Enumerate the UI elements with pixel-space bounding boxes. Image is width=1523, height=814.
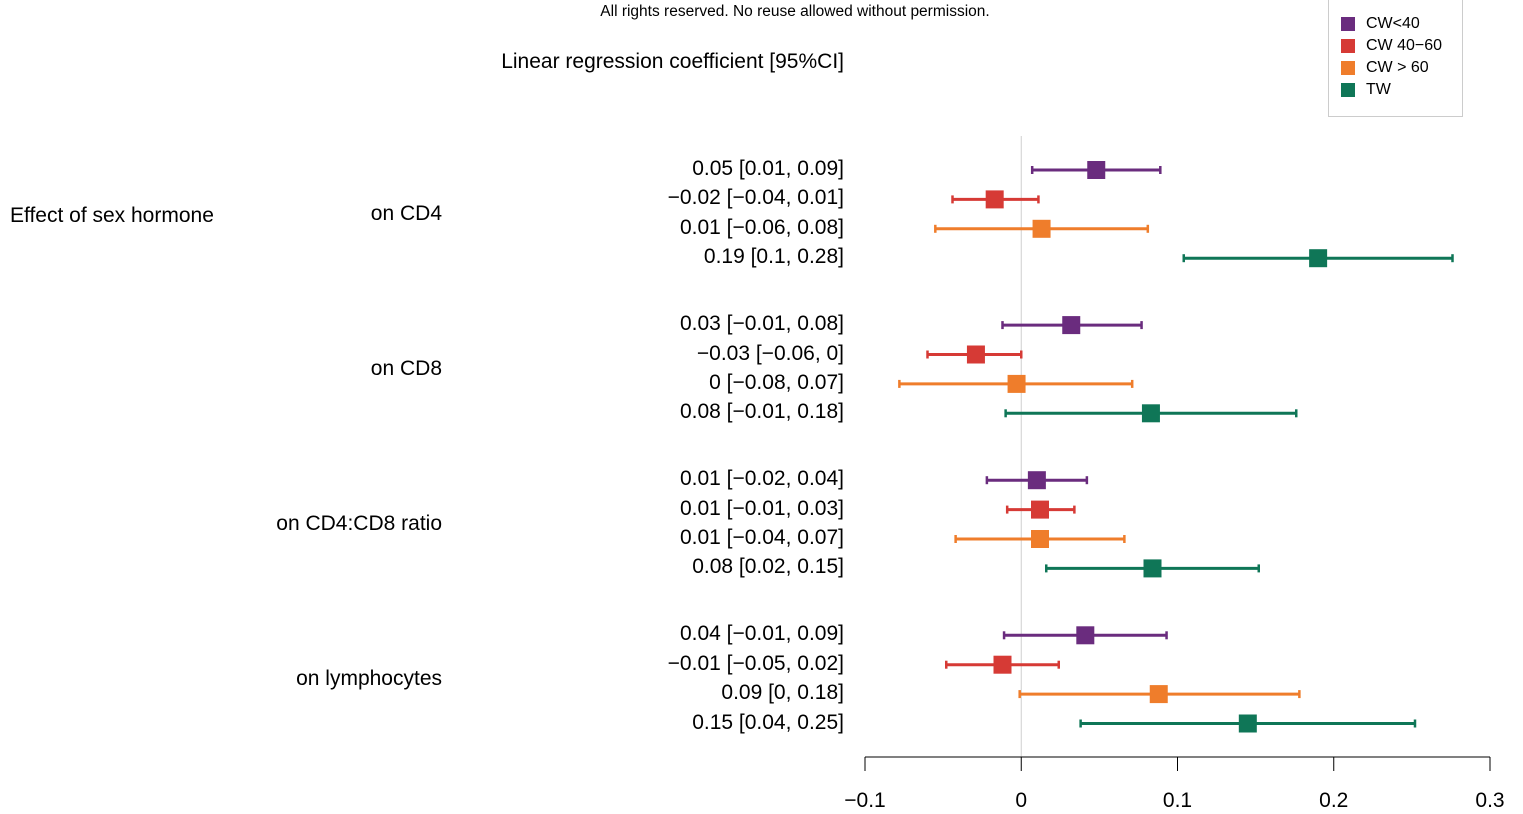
- ci-value-label: 0.03 [−0.01, 0.08]: [679, 312, 844, 336]
- ci-row: [1002, 626, 1168, 645]
- ci-row: [1004, 404, 1298, 423]
- point-estimate: [1032, 219, 1051, 238]
- point-estimate: [1062, 316, 1081, 335]
- legend-item: CW<40: [1341, 15, 1420, 33]
- x-tick-label: 0.2: [1319, 789, 1348, 812]
- legend-item: CW > 60: [1341, 59, 1429, 77]
- ci-value-label: 0.05 [0.01, 0.09]: [692, 157, 844, 180]
- legend-swatch: [1341, 83, 1355, 97]
- point-estimate: [1143, 559, 1162, 578]
- legend-label: TW: [1366, 81, 1391, 98]
- legend-swatch: [1341, 61, 1355, 75]
- point-estimate: [1007, 374, 1026, 393]
- ci-value-label: 0.01 [−0.01, 0.03]: [679, 496, 844, 520]
- point-estimate: [1031, 530, 1049, 548]
- ci-row: [945, 655, 1060, 674]
- outcome-label: on CD4:CD8 ratio: [276, 512, 442, 536]
- ci-value-label: −0.03 [−0.06, 0]: [696, 341, 844, 365]
- x-tick-label: 0.1: [1163, 789, 1192, 812]
- legend-label: CW<40: [1366, 15, 1420, 32]
- point-estimate: [1087, 161, 1106, 179]
- ci-row: [1079, 714, 1417, 733]
- copyright-notice: All rights reserved. No reuse allowed wi…: [0, 2, 1523, 22]
- point-estimate: [1141, 404, 1160, 423]
- ci-row: [1030, 161, 1162, 179]
- ci-value-label: −0.02 [−0.04, 0.01]: [667, 186, 844, 210]
- legend-swatch: [1341, 39, 1355, 53]
- point-estimate: [985, 190, 1004, 209]
- ci-value-label: 0.19 [0.1, 0.28]: [703, 245, 844, 269]
- ci-value-label: 0.08 [−0.01, 0.18]: [679, 400, 844, 424]
- ci-value-label: 0.08 [0.02, 0.15]: [692, 555, 844, 579]
- copyright-notice-line: All rights reserved. No reuse allowed wi…: [600, 3, 990, 20]
- legend-label: CW > 60: [1366, 59, 1429, 76]
- effect-label: Effect of sex hormone: [10, 204, 214, 227]
- ci-row: [926, 345, 1023, 364]
- outcome-label: on lymphocytes: [296, 667, 442, 691]
- ci-row: [1182, 249, 1454, 268]
- legend-label: CW 40−60: [1366, 37, 1443, 54]
- ci-row: [1018, 685, 1301, 704]
- point-estimate: [966, 345, 985, 364]
- ci-row: [985, 471, 1089, 490]
- ci-row: [898, 374, 1134, 393]
- ci-row: [934, 219, 1150, 238]
- point-estimate: [993, 655, 1012, 674]
- ci-column-heading: Linear regression coefficient [95%CI]: [501, 50, 844, 73]
- ci-value-label: 0 [−0.08, 0.07]: [709, 370, 844, 394]
- ci-row: [1045, 559, 1260, 578]
- legend-item: TW: [1341, 81, 1391, 99]
- ci-value-label: 0.01 [−0.02, 0.04]: [679, 467, 844, 491]
- ci-value-label: 0.01 [−0.06, 0.08]: [679, 215, 844, 239]
- x-tick-label: 0.3: [1475, 789, 1504, 812]
- legend-swatch: [1341, 17, 1355, 31]
- ci-row: [951, 190, 1040, 209]
- ci-value-label: −0.01 [−0.05, 0.02]: [667, 651, 844, 675]
- point-estimate: [1238, 714, 1257, 733]
- point-estimate: [1149, 685, 1168, 704]
- ci-row: [1001, 316, 1143, 335]
- ci-value-label: 0.15 [0.04, 0.25]: [692, 710, 844, 734]
- x-tick-label: 0: [1015, 789, 1027, 812]
- ci-row: [1005, 500, 1076, 519]
- ci-value-label: 0.09 [0, 0.18]: [721, 681, 844, 705]
- point-estimate: [1309, 249, 1328, 268]
- legend-item: CW 40−60: [1341, 37, 1442, 55]
- point-estimate: [1076, 626, 1095, 645]
- point-estimate: [1031, 500, 1049, 519]
- ci-value-label: 0.01 [−0.04, 0.07]: [679, 526, 844, 549]
- outcome-label: on CD8: [370, 357, 442, 381]
- legend: CW<40 CW 40−60 CW > 60 TW: [1328, 0, 1463, 117]
- outcome-label: on CD4: [370, 202, 442, 226]
- point-estimate: [1027, 471, 1046, 490]
- x-tick-label: −0.1: [844, 789, 885, 812]
- ci-row: [954, 530, 1126, 548]
- ci-value-label: 0.04 [−0.01, 0.09]: [679, 622, 844, 646]
